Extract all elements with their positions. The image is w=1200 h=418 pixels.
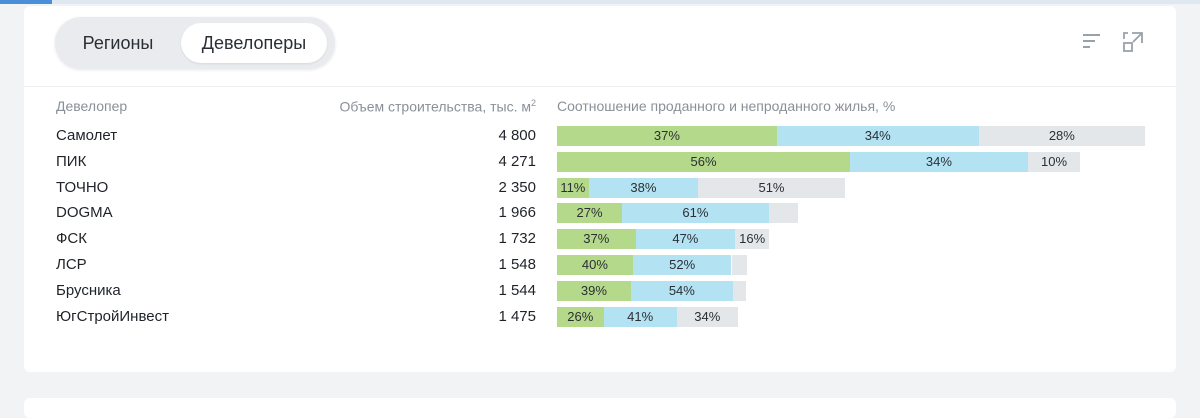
bar-segment-rest: 10% xyxy=(1027,152,1081,172)
bar-segment-rest xyxy=(768,203,798,223)
volume-value: 2 350 xyxy=(498,179,536,196)
bar-segment-unsold: 41% xyxy=(603,307,677,327)
bar-segment-sold: 39% xyxy=(557,281,631,301)
tab-developers[interactable]: Девелоперы xyxy=(181,23,327,63)
column-header-volume-text: Объем строительства, тыс. м xyxy=(339,98,531,115)
developer-name: ЮгСтройИнвест xyxy=(56,308,169,325)
bar-segment-unsold: 52% xyxy=(632,255,732,275)
bar-segment-sold: 40% xyxy=(557,255,633,275)
expand-window-icon[interactable] xyxy=(1121,30,1145,54)
developers-card: Регионы Девелоперы Девелопер Объем строи… xyxy=(24,6,1176,372)
column-header-volume: Объем строительства, тыс. м2 xyxy=(324,98,537,115)
sort-lines-icon[interactable] xyxy=(1081,30,1105,54)
developer-name: ЛСР xyxy=(56,256,87,273)
volume-value: 1 475 xyxy=(498,308,536,325)
bar-segment-sold: 37% xyxy=(557,126,777,146)
bar-segment-sold: 37% xyxy=(557,229,636,249)
developer-name: DOGMA xyxy=(56,204,113,221)
bar-segment-unsold: 34% xyxy=(776,126,979,146)
column-header-ratio: Соотношение проданного и непроданного жи… xyxy=(557,98,896,114)
volume-value: 4 271 xyxy=(498,153,536,170)
segment-control: Регионы Девелоперы xyxy=(55,17,335,69)
bar-segment-unsold: 61% xyxy=(622,203,769,223)
tab-regions[interactable]: Регионы xyxy=(82,33,154,53)
bar-segment-rest: 34% xyxy=(676,307,738,327)
volume-value: 4 800 xyxy=(498,127,536,144)
volume-value: 1 732 xyxy=(498,230,536,247)
bar-segment-rest: 51% xyxy=(698,178,845,198)
header-divider xyxy=(24,86,1176,87)
column-header-volume-unit: 2 xyxy=(530,98,536,108)
bar-segment-rest xyxy=(732,281,747,301)
bar-segment-rest: 16% xyxy=(735,229,770,249)
developer-name: ТОЧНО xyxy=(56,179,109,196)
volume-value: 1 548 xyxy=(498,256,536,273)
developer-name: ПИК xyxy=(56,153,87,170)
developer-name: Самолет xyxy=(56,127,118,144)
bar-segment-unsold: 47% xyxy=(635,229,736,249)
next-card xyxy=(24,398,1176,418)
top-loading-bar xyxy=(0,0,1200,4)
column-header-developer: Девелопер xyxy=(56,98,128,114)
developer-name: Брусника xyxy=(56,282,121,299)
volume-value: 1 544 xyxy=(498,282,536,299)
bar-segment-unsold: 34% xyxy=(850,152,1028,172)
bar-segment-unsold: 54% xyxy=(630,281,733,301)
bar-segment-rest xyxy=(731,255,747,275)
bar-segment-sold: 11% xyxy=(557,178,589,198)
bar-segment-unsold: 38% xyxy=(588,178,699,198)
bar-segment-sold: 26% xyxy=(557,307,604,327)
volume-value: 1 966 xyxy=(498,204,536,221)
developer-name: ФСК xyxy=(56,230,87,247)
bar-segment-rest: 28% xyxy=(978,126,1145,146)
bar-segment-sold: 27% xyxy=(557,203,622,223)
bar-segment-sold: 56% xyxy=(557,152,850,172)
top-loading-progress xyxy=(0,0,52,4)
